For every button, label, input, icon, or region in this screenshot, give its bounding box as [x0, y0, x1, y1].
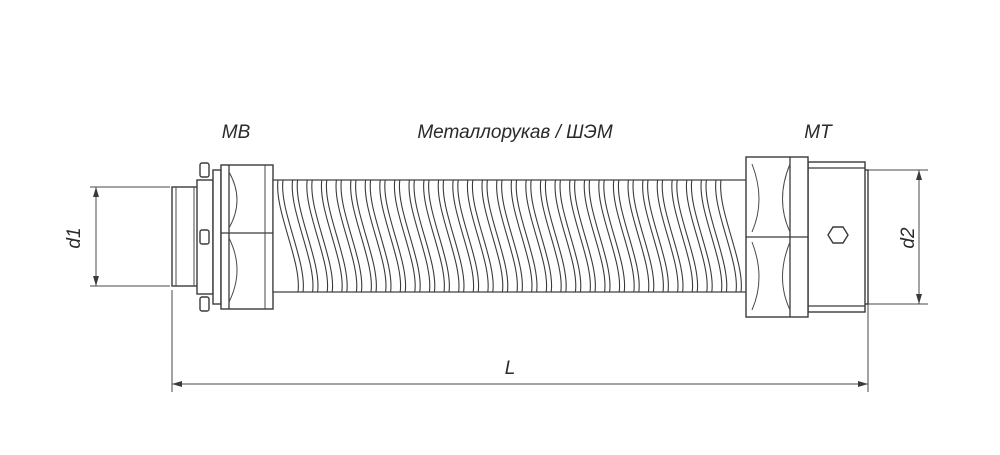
hose-rib [364, 179, 392, 293]
hose-ribs [277, 179, 742, 293]
hose-rib [671, 179, 699, 293]
hose-rib [539, 179, 567, 293]
hose-rib [525, 179, 553, 293]
label-length: L [505, 358, 516, 379]
hose-rib [612, 179, 640, 293]
hose-rib [335, 179, 363, 293]
hose-rib [291, 179, 319, 293]
hose-rib [569, 179, 596, 293]
hose-rib [715, 179, 742, 293]
label-right-fitting: МТ [804, 122, 833, 143]
corrugated-hose [272, 179, 749, 293]
hose-rib [510, 179, 538, 293]
hose-rib [320, 179, 348, 293]
hose-rib [306, 179, 334, 293]
hose-rib [700, 179, 728, 293]
hose-rib [437, 179, 465, 293]
hose-rib [393, 179, 421, 293]
hose-rib [656, 179, 684, 293]
hose-rib [452, 179, 480, 293]
label-d2: d2 [898, 227, 919, 249]
hose-rib [423, 179, 450, 293]
hose-rib [277, 179, 304, 293]
dimension-length: L [171, 290, 869, 392]
label-d1: d1 [64, 227, 85, 248]
hose-rib [466, 179, 494, 293]
hex-screw-icon [827, 226, 849, 244]
dimension-d1: d1 [64, 186, 170, 287]
hose-rib [496, 179, 523, 293]
hose-rib [408, 179, 436, 293]
hose-rib [350, 179, 377, 293]
hose-rib [554, 179, 582, 293]
hose-rib [685, 179, 713, 293]
label-hose: Металлорукав / ШЭМ [417, 122, 613, 143]
hose-rib [481, 179, 509, 293]
hose-rib [627, 179, 655, 293]
hose-rib [583, 179, 611, 293]
left-fitting [171, 162, 274, 312]
hose-rib [642, 179, 669, 293]
dimension-d2: d2 [868, 169, 928, 305]
hose-rib [379, 179, 407, 293]
label-left-fitting: МВ [222, 122, 251, 143]
right-fitting [745, 156, 869, 318]
hose-rib [598, 179, 626, 293]
